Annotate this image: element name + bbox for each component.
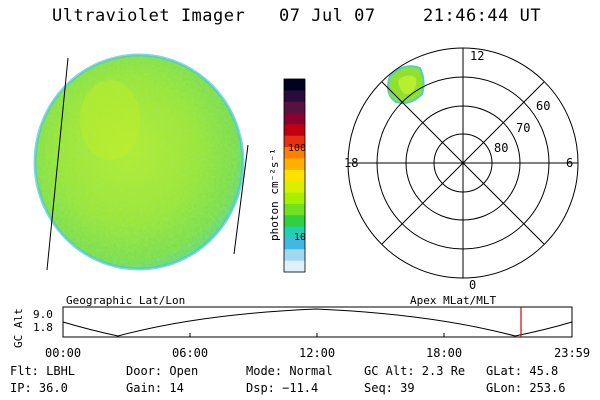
orbit-ytick-top: 9.0 (33, 308, 53, 321)
colorbar-segment (284, 192, 305, 205)
terminator-line-right (233, 144, 249, 255)
colorbar-frame (283, 78, 306, 273)
terminator-line-left (46, 57, 69, 271)
time-tick-1800: 18:00 (426, 346, 462, 360)
orbit-ylabel: GC Alt (12, 308, 25, 348)
colorbar-unit-label: photon cm⁻²s⁻¹ (268, 148, 281, 241)
colorbar-segment (284, 147, 305, 160)
colorbar-segment (284, 113, 305, 126)
info-glon: GLon: 253.6 (486, 381, 566, 395)
mlt-label-18: 18 (344, 156, 358, 170)
colorbar-segment (284, 101, 305, 114)
info-filter: Flt: LBHL (10, 364, 76, 378)
orbit-ytick-bottom: 1.8 (33, 321, 53, 334)
colorbar-segment (284, 249, 305, 262)
lat-label-70: 70 (516, 121, 530, 135)
info-mode: Mode: Normal (246, 364, 333, 378)
apex-label: Apex MLat/MLT (410, 294, 497, 307)
uv-image-panel (33, 53, 249, 271)
lat-label-80: 80 (494, 141, 508, 155)
colorbar-segment (284, 203, 305, 216)
info-gain: Gain: 14 (126, 381, 184, 395)
time-tick-0600: 06:00 (172, 346, 208, 360)
time-tick-1200: 12:00 (299, 346, 335, 360)
orbit-altitude-curve (62, 308, 573, 337)
colorbar-segment (284, 260, 305, 273)
info-dsp: Dsp: −11.4 (246, 381, 319, 395)
instrument-title: Ultraviolet Imager (52, 6, 246, 26)
orbit-frame (62, 306, 573, 338)
info-door: Door: Open (126, 364, 199, 378)
colorbar-tick-100: 100 (288, 143, 306, 154)
geographic-label: Geographic Lat/Lon (66, 294, 186, 307)
info-glat: GLat: 45.8 (486, 364, 559, 378)
uv-disk (33, 53, 245, 271)
diagonal-2 (381, 81, 545, 245)
colorbar-segment (284, 169, 305, 182)
mlt-label-0: 0 (469, 278, 476, 292)
mlt-label-6: 6 (566, 156, 573, 170)
date-label: 07 Jul 07 (279, 6, 376, 26)
colorbar-segment (284, 79, 305, 91)
time-label: 21:46:44 UT (423, 6, 542, 26)
colorbar-segment (284, 158, 305, 171)
colorbar-scale (284, 79, 305, 273)
colorbar-segment (284, 135, 305, 148)
colorbar-segment (284, 226, 305, 239)
info-seq: Seq: 39 (364, 381, 415, 395)
colorbar-segment (284, 237, 305, 250)
aurora-patch (387, 65, 425, 104)
mlt-label-12: 12 (470, 49, 484, 63)
lat-label-60: 60 (536, 99, 550, 113)
time-tick-0000: 00:00 (45, 346, 81, 360)
colorbar: 100 10 photon cm⁻²s⁻¹ (268, 78, 306, 273)
info-gc-alt: GC Alt: 2.3 Re (364, 364, 466, 378)
orbit-altitude-plot: GC Alt 9.0 1.8 00:00 06:00 12:00 18:00 2… (12, 306, 590, 360)
colorbar-segment (284, 215, 305, 228)
polar-plot: 12 0 18 6 60 70 80 (344, 47, 579, 292)
info-ip: IP: 36.0 (10, 381, 68, 395)
colorbar-segment (284, 181, 305, 194)
polar-grid (347, 47, 579, 279)
colorbar-tick-10: 10 (294, 232, 306, 243)
orbit-time-ticks (62, 332, 573, 337)
colorbar-segment (284, 124, 305, 137)
colorbar-segment (284, 90, 305, 103)
time-tick-2359: 23:59 (554, 346, 590, 360)
